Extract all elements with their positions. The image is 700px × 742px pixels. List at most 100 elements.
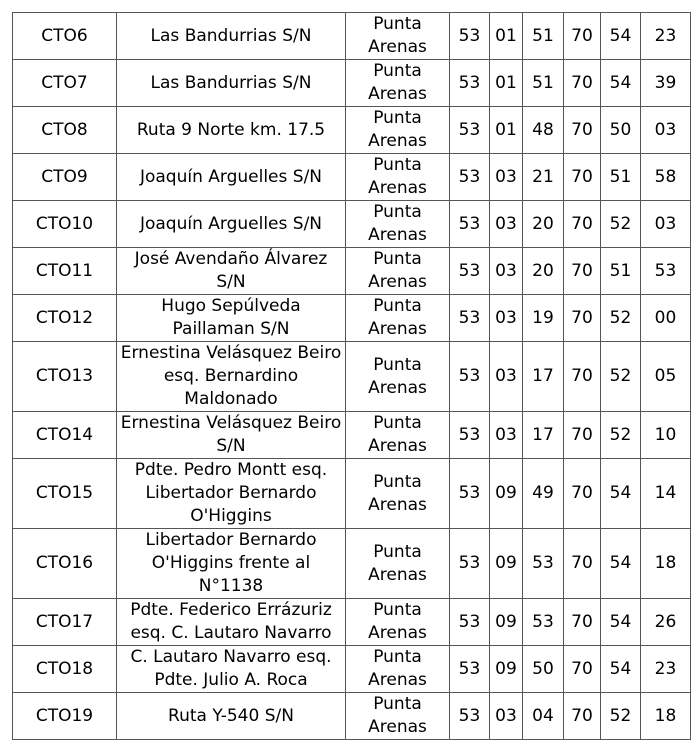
city: Punta Arenas <box>345 200 450 248</box>
lat-deg: 53 <box>449 12 490 60</box>
lat-deg: 53 <box>449 692 490 740</box>
table-body: CTO6 Las Bandurrias S/N Punta Arenas 53 01 51… <box>12 12 691 740</box>
lon-sec: 39 <box>640 59 691 107</box>
lon-deg: 70 <box>563 341 601 412</box>
address: Ruta Y-540 S/N <box>116 692 346 740</box>
lon-sec: 05 <box>640 341 691 412</box>
lat-sec: 20 <box>522 200 564 248</box>
lat-min: 09 <box>489 528 523 599</box>
lat-min: 01 <box>489 106 523 154</box>
lon-sec: 18 <box>640 692 691 740</box>
lon-sec: 03 <box>640 106 691 154</box>
lon-sec: 10 <box>640 411 691 459</box>
lon-min: 52 <box>600 294 641 342</box>
table-row: CTO14 Ernestina Velásquez Beiro S/N Punta … <box>12 411 691 459</box>
city: Punta Arenas <box>345 294 450 342</box>
address: Hugo Sepúlveda Paillaman S/N <box>116 294 346 342</box>
lat-sec: 04 <box>522 692 564 740</box>
lat-min: 01 <box>489 12 523 60</box>
lon-deg: 70 <box>563 200 601 248</box>
table-container: CTO6 Las Bandurrias S/N Punta Arenas 53 01 51… <box>12 12 691 740</box>
lon-sec: 26 <box>640 598 691 646</box>
lat-deg: 53 <box>449 59 490 107</box>
city: Punta Arenas <box>345 598 450 646</box>
site-id: CTO14 <box>12 411 117 459</box>
lon-min: 54 <box>600 59 641 107</box>
table-row: CTO13 Ernestina Velásquez Beiro esq. Bern… <box>12 341 691 412</box>
lon-deg: 70 <box>563 247 601 295</box>
lon-min: 54 <box>600 598 641 646</box>
site-id: CTO11 <box>12 247 117 295</box>
city: Punta Arenas <box>345 341 450 412</box>
lat-min: 03 <box>489 247 523 295</box>
lon-sec: 53 <box>640 247 691 295</box>
lat-deg: 53 <box>449 645 490 693</box>
lon-sec: 18 <box>640 528 691 599</box>
lon-deg: 70 <box>563 411 601 459</box>
lon-min: 52 <box>600 411 641 459</box>
lat-deg: 53 <box>449 528 490 599</box>
address: Ernestina Velásquez Beiro esq. Bernardin… <box>116 341 346 412</box>
table-row: CTO7 Las Bandurrias S/N Punta Arenas 53 01 51… <box>12 59 691 107</box>
table-row: CTO12 Hugo Sepúlveda Paillaman S/N Punta A… <box>12 294 691 342</box>
lon-deg: 70 <box>563 12 601 60</box>
table-row: CTO18 C. Lautaro Navarro esq. Pdte. Julio… <box>12 645 691 693</box>
lat-sec: 53 <box>522 598 564 646</box>
table-row: CTO19 Ruta Y-540 S/N Punta Arenas 53 03 04 70 5… <box>12 692 691 740</box>
lat-deg: 53 <box>449 411 490 459</box>
table-row: CTO15 Pdte. Pedro Montt esq. Libertador B… <box>12 458 691 529</box>
table: CTO6 Las Bandurrias S/N Punta Arenas 53 01 51… <box>12 12 691 740</box>
address: Ernestina Velásquez Beiro S/N <box>116 411 346 459</box>
lat-min: 09 <box>489 598 523 646</box>
lon-deg: 70 <box>563 645 601 693</box>
lat-sec: 51 <box>522 12 564 60</box>
site-id: CTO19 <box>12 692 117 740</box>
table-row: CTO17 Pdte. Federico Errázuriz esq. C. La… <box>12 598 691 646</box>
lat-sec: 53 <box>522 528 564 599</box>
lat-min: 03 <box>489 153 523 201</box>
address: Pdte. Pedro Montt esq. Libertador Bernar… <box>116 458 346 529</box>
lon-min: 51 <box>600 153 641 201</box>
city: Punta Arenas <box>345 12 450 60</box>
lat-sec: 51 <box>522 59 564 107</box>
lon-min: 54 <box>600 645 641 693</box>
lat-deg: 53 <box>449 247 490 295</box>
lon-deg: 70 <box>563 692 601 740</box>
site-id: CTO17 <box>12 598 117 646</box>
lat-sec: 20 <box>522 247 564 295</box>
lon-deg: 70 <box>563 528 601 599</box>
lon-min: 52 <box>600 692 641 740</box>
lat-min: 09 <box>489 458 523 529</box>
site-id: CTO18 <box>12 645 117 693</box>
address: Joaquín Arguelles S/N <box>116 153 346 201</box>
lon-sec: 23 <box>640 12 691 60</box>
address: Joaquín Arguelles S/N <box>116 200 346 248</box>
table-row: CTO10 Joaquín Arguelles S/N Punta Arenas 53… <box>12 200 691 248</box>
lon-deg: 70 <box>563 598 601 646</box>
lat-deg: 53 <box>449 153 490 201</box>
lat-min: 03 <box>489 411 523 459</box>
city: Punta Arenas <box>345 458 450 529</box>
site-id: CTO9 <box>12 153 117 201</box>
lon-sec: 14 <box>640 458 691 529</box>
city: Punta Arenas <box>345 247 450 295</box>
city: Punta Arenas <box>345 645 450 693</box>
lat-min: 01 <box>489 59 523 107</box>
lon-min: 51 <box>600 247 641 295</box>
site-id: CTO12 <box>12 294 117 342</box>
site-id: CTO15 <box>12 458 117 529</box>
lat-sec: 17 <box>522 341 564 412</box>
site-id: CTO7 <box>12 59 117 107</box>
lat-deg: 53 <box>449 294 490 342</box>
lat-min: 03 <box>489 341 523 412</box>
table-row: CTO8 Ruta 9 Norte km. 17.5 Punta Arenas 53 0… <box>12 106 691 154</box>
lon-deg: 70 <box>563 458 601 529</box>
lon-deg: 70 <box>563 106 601 154</box>
table-row: CTO9 Joaquín Arguelles S/N Punta Arenas 53 0… <box>12 153 691 201</box>
lat-deg: 53 <box>449 106 490 154</box>
table-row: CTO6 Las Bandurrias S/N Punta Arenas 53 01 51… <box>12 12 691 60</box>
lat-min: 09 <box>489 645 523 693</box>
site-id: CTO16 <box>12 528 117 599</box>
site-id: CTO8 <box>12 106 117 154</box>
lon-min: 50 <box>600 106 641 154</box>
